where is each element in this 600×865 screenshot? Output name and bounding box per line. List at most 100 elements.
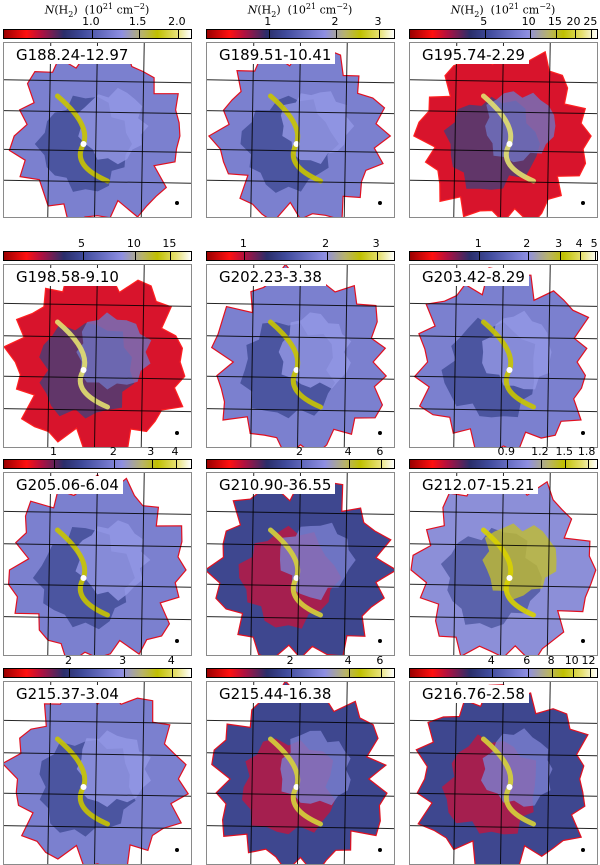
grid-line — [250, 682, 255, 864]
dense-core — [506, 367, 513, 373]
grid-line — [140, 473, 145, 655]
grid-line — [410, 792, 597, 797]
colorbar-tick — [484, 30, 486, 38]
map-image — [4, 682, 191, 864]
grid-line — [94, 265, 98, 447]
field-name-label: G215.37-3.04 — [12, 685, 123, 703]
grid-line — [94, 473, 98, 655]
grid-line — [410, 110, 597, 115]
colorbar — [206, 459, 395, 469]
column-density-map: G188.24-12.97 — [3, 42, 192, 218]
colorbar-tick-label: 0.9 — [497, 445, 515, 458]
colorbar-tick — [574, 30, 576, 38]
colorbar-tick — [507, 460, 509, 468]
colorbar-tick-label: 3 — [374, 15, 382, 28]
colorbar-tick — [114, 460, 116, 468]
grid-line — [207, 583, 394, 588]
column-density-map: G189.51-10.41 — [206, 42, 395, 218]
colorbar-tick-label: 2 — [331, 15, 339, 28]
grid-line — [4, 719, 191, 724]
cloud-substructure — [76, 312, 152, 390]
grid-line — [4, 510, 191, 515]
grid-line — [410, 335, 597, 340]
colorbar-tick-label: 1 — [49, 445, 57, 458]
field-name-label: G195.74-2.29 — [418, 46, 529, 64]
grid-line — [4, 616, 191, 621]
colorbar-tick — [492, 669, 494, 677]
column-density-map: G216.76-2.58 — [409, 681, 598, 865]
grid-line — [207, 616, 394, 621]
colorbar-tick-label: 2 — [286, 654, 294, 667]
grid-line — [500, 43, 504, 217]
grid-line — [207, 408, 394, 413]
colorbar-tick-label: 3 — [555, 237, 563, 250]
grid-line — [4, 375, 191, 380]
map-image — [207, 43, 394, 217]
colorbar-tick — [479, 252, 481, 260]
grid-line — [4, 148, 191, 153]
colorbar-title: N(H2) (1021 cm−2) — [450, 2, 556, 19]
colorbar-tick — [268, 30, 270, 38]
grid-line — [410, 302, 597, 307]
beam-marker — [378, 639, 382, 643]
beam-marker — [378, 431, 382, 435]
colorbar-title: N(H2) (1021 cm−2) — [44, 2, 150, 19]
field-name-label: G210.90-36.55 — [215, 476, 336, 494]
cloud-substructure — [482, 523, 557, 600]
colorbar-tick-label: 4 — [487, 654, 495, 667]
grid-line — [410, 752, 597, 757]
grid-line — [343, 265, 348, 447]
grid-line — [453, 473, 458, 655]
grid-line — [94, 43, 98, 217]
column-density-map: G202.23-3.38 — [206, 264, 395, 448]
colorbar-tick — [349, 669, 351, 677]
colorbar-tick — [589, 669, 591, 677]
colorbar — [409, 29, 598, 39]
colorbar-tick-label: 5 — [590, 237, 598, 250]
colorbar-tick-labels: 4 6 8 10 12 — [408, 655, 598, 667]
grid-line — [4, 583, 191, 588]
map-panel: 1 2 3 4 G205.06-6.04 — [2, 438, 192, 656]
field-name-label: G189.51-10.41 — [215, 46, 336, 64]
colorbar — [409, 668, 598, 678]
map-panel: 2 4 6 G215.44-16.38 — [205, 647, 395, 865]
colorbar — [3, 251, 192, 261]
beam-marker — [581, 201, 585, 205]
colorbar-tick — [336, 30, 338, 38]
grid-line — [250, 265, 255, 447]
grid-line — [343, 43, 348, 217]
map-panel: N(H2) (1021 cm−2) 1.0 1.5 2.0 G188.24-12.97 — [2, 0, 192, 218]
column-density-map: G212.07-15.21 — [409, 472, 598, 656]
colorbar-tick-label: 4 — [575, 237, 583, 250]
beam-marker — [378, 201, 382, 205]
colorbar-tick — [380, 669, 382, 677]
grid-line — [207, 375, 394, 380]
dense-core — [80, 784, 87, 790]
map-image — [410, 473, 597, 655]
map-panel: 5 10 15 G198.58-9.10 — [2, 230, 192, 448]
colorbar-tick-label: 15 — [547, 15, 562, 28]
column-density-map: G215.37-3.04 — [3, 681, 192, 865]
map-panel: 1 2 3 4 5 G203.42-8.29 — [408, 230, 598, 448]
colorbar-tick-label: 10 — [521, 15, 536, 28]
colorbar-tick-label: 1 — [264, 15, 272, 28]
grid-line — [453, 265, 458, 447]
colorbar-tick-label: 1.0 — [82, 15, 100, 28]
map-image — [4, 473, 191, 655]
colorbar-tick-label: 8 — [547, 654, 555, 667]
colorbar-tick-label: 10 — [564, 654, 579, 667]
grid-line — [4, 792, 191, 797]
beam-marker — [378, 848, 382, 852]
colorbar-tick-label: 1.5 — [128, 15, 147, 28]
colorbar-tick-labels: 0.9 1.2 1.5 1.8 — [408, 446, 598, 458]
colorbar-tick-label: 6 — [376, 445, 384, 458]
colorbar-tick — [326, 252, 328, 260]
map-panel: 4 6 8 10 12 G216.76-2.58 — [408, 647, 598, 865]
colorbar-tick-label: 3 — [119, 654, 127, 667]
grid-line — [4, 335, 191, 340]
colorbar-tick-labels: 1 2 3 4 — [2, 446, 192, 458]
grid-line — [410, 148, 597, 153]
dense-core — [293, 784, 300, 790]
field-name-label: G216.76-2.58 — [418, 685, 529, 703]
grid-line — [297, 43, 301, 217]
